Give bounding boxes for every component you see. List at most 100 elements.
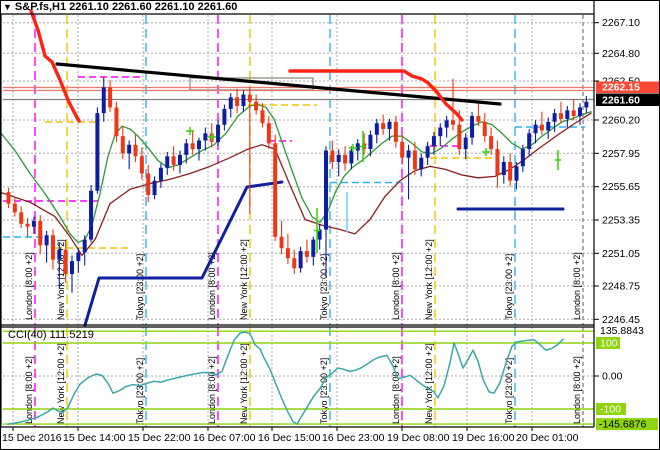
candle bbox=[527, 133, 532, 150]
candle bbox=[336, 154, 341, 163]
ma-fast-line bbox=[0, 103, 592, 244]
candle bbox=[539, 124, 544, 131]
candle bbox=[463, 137, 468, 150]
svg-text:London [8:00 +2]: London [8:00 +2] bbox=[572, 356, 582, 424]
svg-text:London [8:00 +2]: London [8:00 +2] bbox=[572, 252, 582, 320]
candle bbox=[489, 136, 494, 150]
svg-text:2248.75: 2248.75 bbox=[602, 281, 640, 293]
svg-text:Tokyo [23:00 +2]: Tokyo [23:00 +2] bbox=[504, 254, 514, 320]
candle bbox=[381, 123, 386, 129]
svg-text:Tokyo [23:00 +2]: Tokyo [23:00 +2] bbox=[319, 254, 329, 320]
svg-text:London [8:00 +2]: London [8:00 +2] bbox=[24, 252, 34, 320]
candle bbox=[44, 235, 49, 246]
candle bbox=[89, 190, 94, 240]
svg-text:2262.15: 2262.15 bbox=[602, 82, 640, 94]
svg-text:London [8:00 +2]: London [8:00 +2] bbox=[391, 356, 401, 424]
candle bbox=[19, 212, 24, 224]
candle bbox=[254, 101, 259, 111]
candle bbox=[578, 107, 582, 117]
candle bbox=[311, 239, 316, 257]
svg-text:15 Dec 2016: 15 Dec 2016 bbox=[2, 432, 62, 444]
candle bbox=[165, 156, 170, 168]
candle bbox=[476, 116, 481, 122]
svg-text:20 Dec 01:00: 20 Dec 01:00 bbox=[516, 432, 579, 444]
candle bbox=[177, 154, 182, 165]
svg-text:Tokyo [23:00 +2]: Tokyo [23:00 +2] bbox=[504, 358, 514, 424]
candle bbox=[95, 113, 100, 191]
svg-text:New York [12:00 +2]: New York [12:00 +2] bbox=[424, 239, 434, 320]
candle bbox=[190, 143, 195, 150]
svg-text:15 Dec 22:00: 15 Dec 22:00 bbox=[128, 432, 191, 444]
svg-text:19 Dec 16:00: 19 Dec 16:00 bbox=[452, 432, 515, 444]
candle bbox=[12, 203, 17, 213]
candle bbox=[425, 146, 430, 158]
time-axis: 15 Dec 2016 15 Dec 14:00 15 Dec 22:00 16 De… bbox=[2, 427, 579, 444]
candle bbox=[222, 108, 227, 125]
candle bbox=[171, 156, 176, 165]
candle bbox=[285, 248, 290, 259]
trend-lines bbox=[29, 9, 502, 123]
candle bbox=[260, 110, 265, 124]
svg-text:New York [12:00 +2]: New York [12:00 +2] bbox=[424, 343, 434, 424]
candle bbox=[317, 229, 322, 240]
candle bbox=[431, 136, 436, 147]
svg-text:16 Dec 23:00: 16 Dec 23:00 bbox=[322, 432, 385, 444]
svg-text:2253.35: 2253.35 bbox=[602, 215, 640, 227]
candle bbox=[584, 101, 589, 108]
svg-text:London [8:00 +2]: London [8:00 +2] bbox=[24, 356, 34, 424]
candle bbox=[368, 134, 373, 150]
candle bbox=[266, 123, 271, 144]
candle bbox=[82, 239, 87, 253]
svg-text:19 Dec 08:00: 19 Dec 08:00 bbox=[387, 432, 450, 444]
svg-text:2246.45: 2246.45 bbox=[602, 314, 640, 326]
svg-text:15 Dec 14:00: 15 Dec 14:00 bbox=[63, 432, 126, 444]
candle bbox=[120, 136, 125, 154]
candles bbox=[6, 77, 589, 293]
candle bbox=[57, 249, 62, 260]
candle bbox=[25, 223, 30, 227]
candle bbox=[273, 143, 278, 237]
svg-text:-145.6876: -145.6876 bbox=[599, 419, 646, 431]
svg-text:100: 100 bbox=[600, 338, 618, 350]
candle bbox=[438, 127, 443, 137]
candle bbox=[533, 124, 538, 134]
last-price-tag bbox=[596, 93, 659, 106]
symbol-marker-icon: ▼ bbox=[3, 2, 12, 12]
candle bbox=[330, 150, 335, 163]
candle bbox=[76, 252, 81, 262]
candle bbox=[349, 150, 354, 164]
candle bbox=[355, 143, 360, 151]
cci-indicator-label: CCI(40) 111.5219 bbox=[8, 329, 94, 341]
symbol-ohlc-text: S&P.fs,H1 2261.10 2261.60 2261.10 2261.6… bbox=[14, 1, 238, 13]
svg-text:London [8:00 +2]: London [8:00 +2] bbox=[207, 356, 217, 424]
svg-text:New York [12:00 +2]: New York [12:00 +2] bbox=[239, 239, 249, 320]
bid-price-tag bbox=[596, 81, 659, 93]
candle bbox=[139, 156, 144, 174]
candle bbox=[216, 124, 221, 142]
svg-text:London [8:00 +2]: London [8:00 +2] bbox=[391, 252, 401, 320]
candle bbox=[292, 258, 297, 269]
candle bbox=[444, 120, 449, 128]
candle bbox=[31, 220, 36, 227]
candle bbox=[241, 94, 246, 107]
candle bbox=[451, 120, 455, 125]
svg-text:New York [12:00 +2]: New York [12:00 +2] bbox=[56, 343, 66, 424]
candle bbox=[546, 121, 551, 131]
candle bbox=[324, 150, 328, 230]
svg-text:London [8:00 +2]: London [8:00 +2] bbox=[207, 252, 217, 320]
price-lines bbox=[3, 86, 594, 101]
signal-marks bbox=[186, 127, 561, 253]
candle bbox=[495, 149, 500, 175]
candle bbox=[298, 251, 303, 269]
candle bbox=[520, 149, 525, 167]
svg-text:2251.05: 2251.05 bbox=[602, 248, 640, 260]
candle bbox=[470, 116, 475, 138]
candle bbox=[184, 143, 189, 155]
svg-text:Tokyo [23:00 +2]: Tokyo [23:00 +2] bbox=[319, 358, 329, 424]
svg-text:135.8843: 135.8843 bbox=[600, 325, 644, 337]
price-axis: 2267.102264.802262.502260.202257.952255.… bbox=[594, 17, 659, 326]
candle bbox=[101, 87, 106, 114]
candle bbox=[146, 173, 151, 196]
